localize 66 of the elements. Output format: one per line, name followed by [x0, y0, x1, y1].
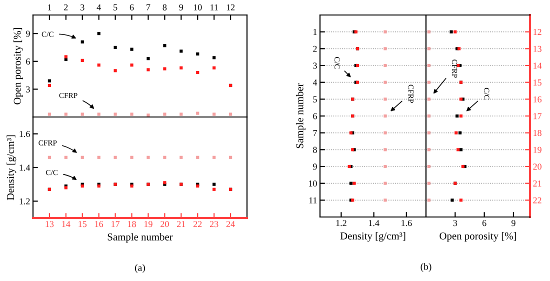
y-tick-label: 6 — [26, 58, 30, 65]
x-tick-label: 6 — [130, 4, 134, 10]
x-tick-label: 12 — [226, 4, 235, 10]
y-tick-label: 2 — [313, 46, 317, 52]
y-axis-title: Open porosity [%] — [13, 28, 23, 104]
y-tick-label: 5 — [313, 96, 317, 102]
y-tick-label: 1.4 — [20, 164, 30, 171]
x-tick-label: 11 — [210, 4, 218, 10]
x-tick-label: 20 — [160, 221, 169, 228]
x-tick-label: 23 — [210, 221, 218, 228]
y-tick-label: 9 — [313, 164, 317, 170]
x-axis-title: Density [g/cm³] — [340, 232, 406, 242]
text: (a) — [135, 264, 145, 273]
y-tick-label: 11 — [309, 197, 317, 204]
y-tick-label: 10 — [308, 180, 317, 187]
y-tick-label: 9 — [26, 30, 30, 37]
x-tick-label: 2 — [64, 4, 68, 10]
y-tick-label: 17 — [534, 113, 542, 120]
x-tick-label: 15 — [78, 221, 87, 228]
y-tick-label: 12 — [534, 28, 542, 35]
x-tick-label: 10 — [194, 4, 202, 10]
y-tick-label: 18 — [534, 130, 542, 136]
y-tick-label: 21 — [533, 180, 542, 186]
y-tick-label: 13 — [534, 46, 542, 52]
y-tick-label: 8 — [313, 146, 317, 153]
y-tick-label: 3 — [313, 62, 317, 69]
x-tick-label: 17 — [112, 221, 120, 228]
y-tick-label: 15 — [534, 80, 542, 86]
y-tick-label: 1.2 — [20, 198, 30, 204]
x-tick-label: 3 — [453, 220, 458, 226]
x-tick-label: 13 — [46, 221, 54, 228]
x-tick-label: 9 — [179, 4, 184, 10]
x-tick-label: 8 — [162, 4, 167, 10]
y-tick-label: 14 — [534, 62, 542, 69]
x-tick-label: 16 — [95, 221, 104, 228]
y-axis-title: Density [g/cm³] — [6, 135, 16, 200]
y-tick-label: 1.6 — [20, 130, 30, 138]
x-tick-label: 18 — [128, 221, 136, 228]
x-tick-label: 1.4 — [368, 220, 380, 226]
y-tick-label: 22 — [533, 197, 542, 204]
x-tick-label: 6 — [482, 220, 486, 226]
x-tick-label: 1.2 — [336, 220, 346, 226]
x-tick-label: 9 — [512, 220, 516, 226]
x-tick-label: 14 — [62, 221, 70, 228]
x-tick-label: 3 — [80, 4, 84, 10]
y-tick-label: 7 — [313, 130, 317, 136]
x-axis-title: Open porosity [%] — [440, 232, 516, 242]
x-tick-label: 24 — [226, 221, 235, 228]
x-tick-label: 1 — [48, 4, 52, 10]
x-tick-label: 22 — [194, 221, 202, 228]
x-tick-label: 19 — [144, 221, 152, 228]
x-tick-label: 21 — [177, 221, 186, 228]
y-tick-label: 1 — [314, 29, 317, 35]
x-tick-label: 4 — [96, 4, 101, 10]
y-axis-title: Sample number — [296, 83, 306, 148]
x-axis-title: Sample number — [108, 233, 173, 243]
text: (b) — [420, 263, 432, 272]
y-tick-label: 6 — [313, 113, 317, 120]
x-tick-label: 5 — [114, 4, 118, 10]
y-tick-label: 4 — [312, 80, 318, 86]
x-tick-label: 7 — [146, 4, 150, 10]
y-tick-label: 3 — [26, 86, 30, 92]
x-tick-label: 1.6 — [402, 220, 412, 226]
y-tick-label: 16 — [534, 96, 542, 102]
y-tick-label: 19 — [534, 146, 542, 153]
y-tick-label: 20 — [533, 164, 542, 170]
